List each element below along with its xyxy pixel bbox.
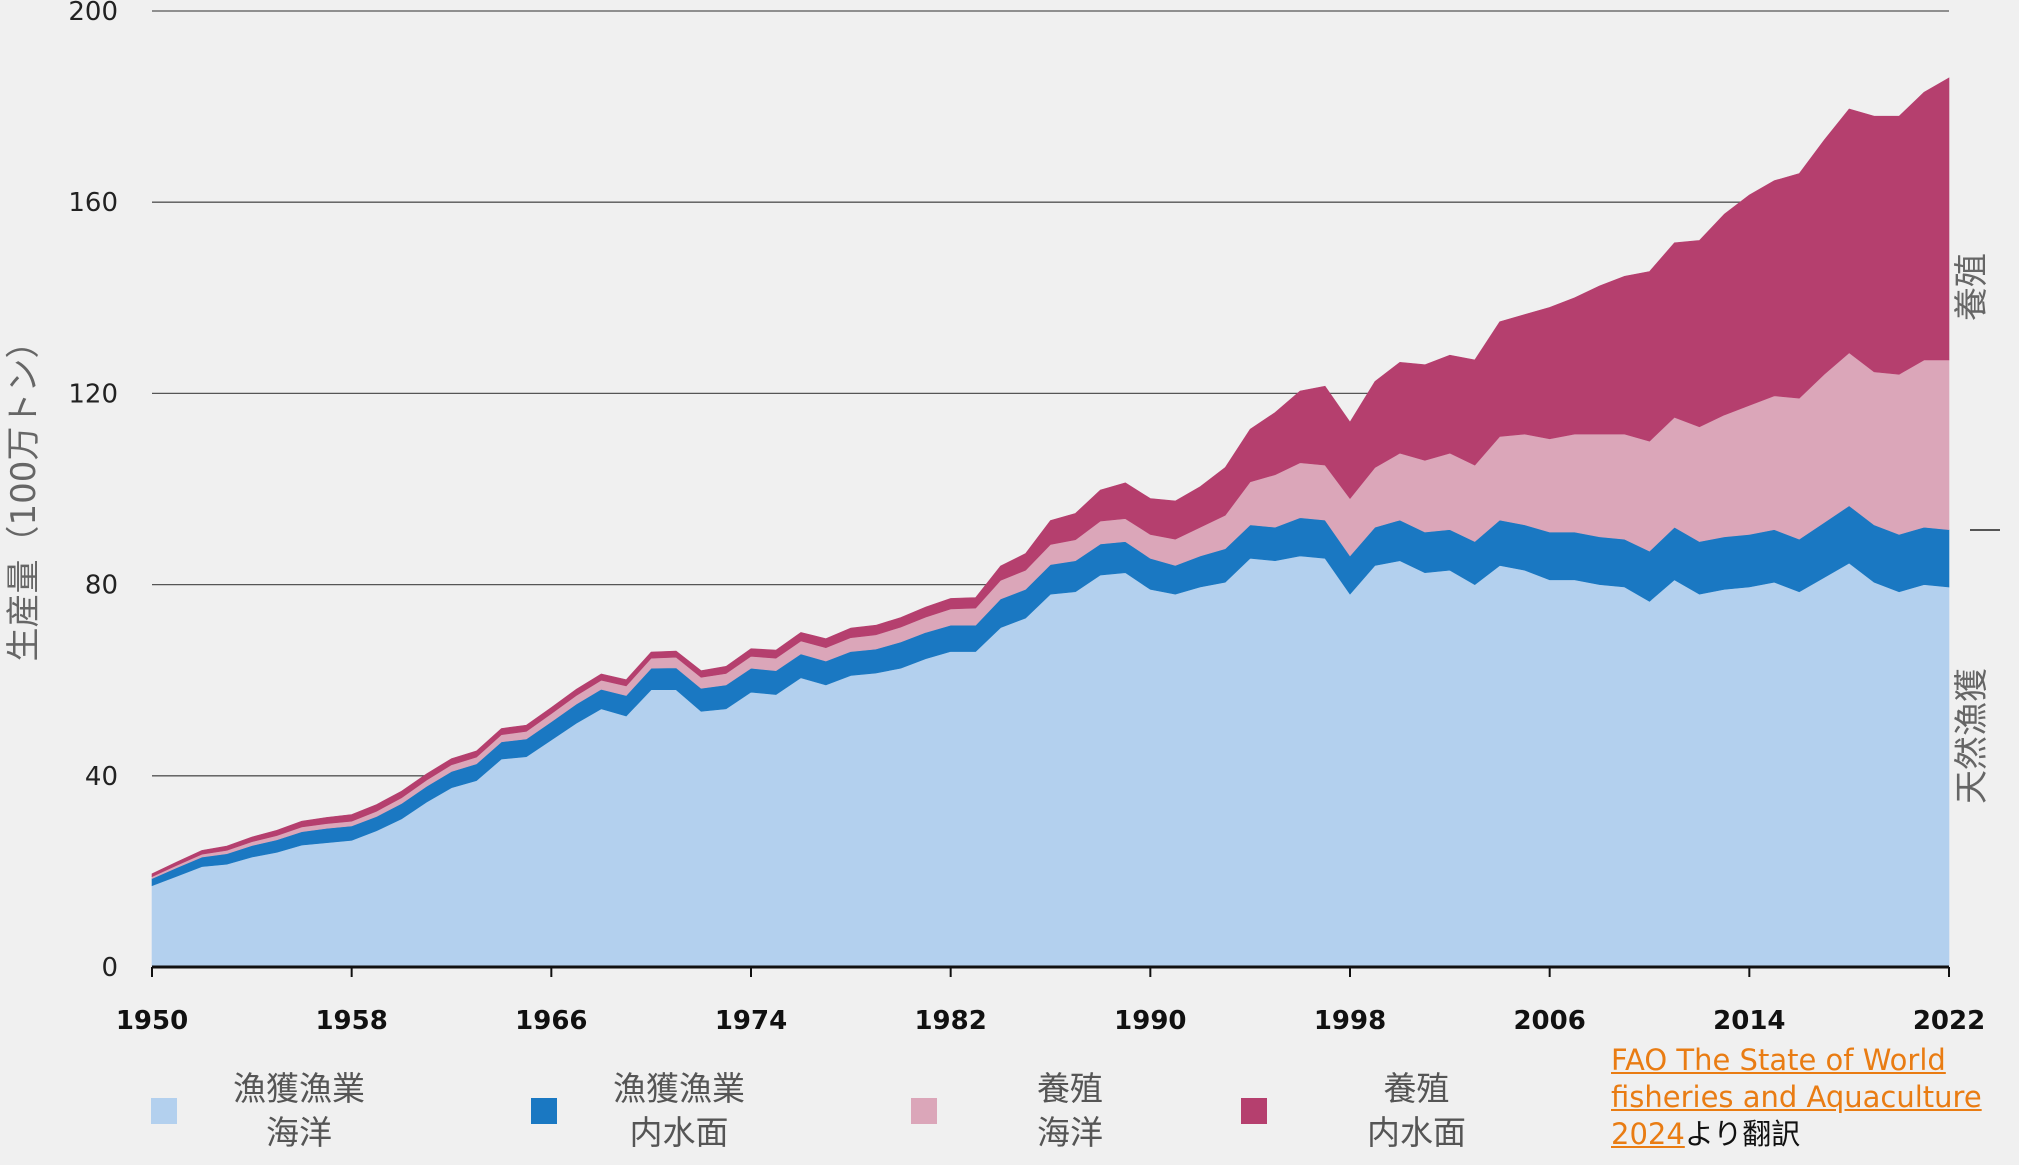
x-tick-label: 1998 <box>1314 1006 1386 1036</box>
x-tick-labels: 1950 1958 1966 1974 1982 1990 1998 2006 2014 2022 <box>116 967 1985 1036</box>
x-tick-label: 1990 <box>1114 1006 1186 1036</box>
y-tick-labels: 0 40 80 120 160 200 <box>68 0 118 983</box>
y-axis-label: 生産量（100万トン） <box>4 325 44 662</box>
area-series-4 <box>151 77 1950 878</box>
y-tick-label: 200 <box>68 0 118 27</box>
x-tick-label: 2022 <box>1913 1006 1985 1036</box>
legend-item-capture-marine: 漁獲漁業 海洋 <box>151 1067 365 1155</box>
legend-swatch <box>151 1098 177 1124</box>
y-tick-label: 120 <box>68 379 118 409</box>
x-tick-label: 1950 <box>116 1006 188 1036</box>
x-tick-label: 1982 <box>914 1006 986 1036</box>
legend-item-aquaculture-marine: 養殖 海洋 <box>911 1067 1103 1155</box>
y-tick-label: 0 <box>101 953 118 983</box>
legend-item-aquaculture-inland: 養殖 内水面 <box>1241 1067 1466 1155</box>
legend-label: 漁獲漁業 海洋 <box>233 1069 365 1152</box>
source-link[interactable]: FAO The State of World fisheries and Aqu… <box>1611 1043 1982 1151</box>
y-tick-label: 160 <box>68 188 118 218</box>
x-tick-label: 1966 <box>515 1006 587 1036</box>
source-suffix: より翻訳 <box>1684 1117 1801 1151</box>
source-credit: FAO The State of World fisheries and Aqu… <box>1611 1042 2011 1153</box>
legend-label: 漁獲漁業 内水面 <box>613 1069 745 1152</box>
y-tick-label: 40 <box>85 762 118 792</box>
legend-swatch <box>911 1098 937 1124</box>
y-tick-label: 80 <box>85 571 118 601</box>
x-tick-label: 1958 <box>315 1006 387 1036</box>
area-series-1 <box>151 555 1950 968</box>
legend-label: 養殖 内水面 <box>1367 1069 1466 1152</box>
legend-label: 養殖 海洋 <box>1037 1069 1103 1152</box>
x-tick-label: 2014 <box>1713 1006 1785 1036</box>
side-label-aquaculture: 養殖 <box>1952 253 1992 321</box>
stacked-areas <box>151 77 1950 969</box>
side-label-capture: 天然漁獲 <box>1952 668 1992 804</box>
legend-swatch <box>1241 1098 1267 1124</box>
x-tick-label: 1974 <box>715 1006 787 1036</box>
legend-item-capture-inland: 漁獲漁業 内水面 <box>531 1067 745 1155</box>
x-tick-label: 2006 <box>1513 1006 1585 1036</box>
legend-swatch <box>531 1098 557 1124</box>
